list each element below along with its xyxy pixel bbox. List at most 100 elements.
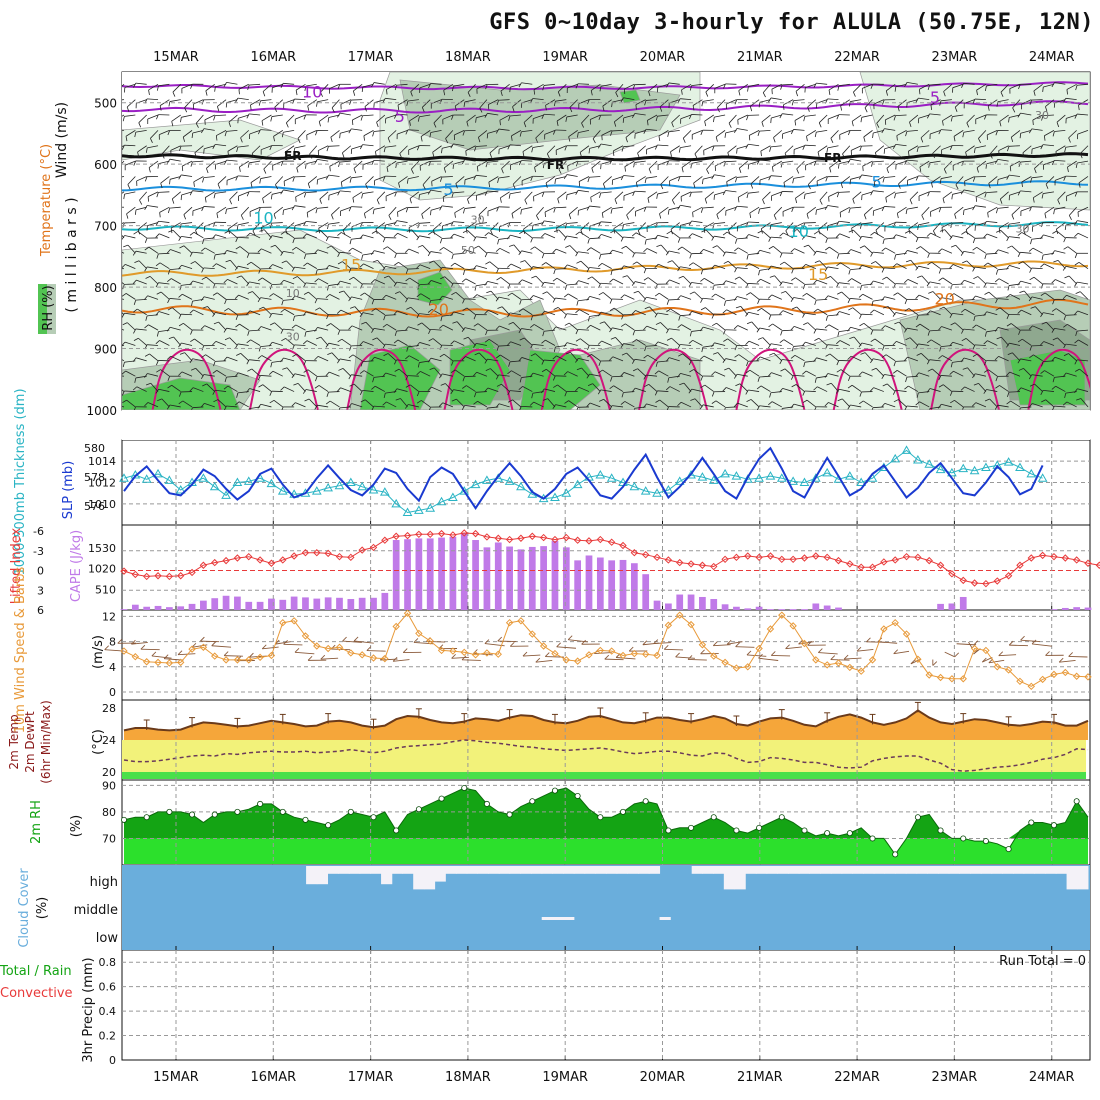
wind-barb <box>385 294 397 300</box>
wind-barb <box>884 374 896 377</box>
wind-barb-flag <box>247 162 250 168</box>
wind-barb <box>703 222 714 229</box>
wind-barb <box>297 383 306 392</box>
isotherm-25-contour <box>540 348 611 410</box>
wind-barb <box>759 405 771 408</box>
wind-speed-point <box>347 649 355 657</box>
wind-barb <box>453 83 465 87</box>
wind-barb-flag <box>508 361 511 367</box>
wind-barb-flag <box>961 83 964 88</box>
wind-barb-flag <box>700 307 706 311</box>
wind-barb-flag <box>892 370 898 374</box>
wind-barb <box>746 654 767 657</box>
wind-barb-flag <box>316 101 318 107</box>
wind-barb <box>759 129 771 132</box>
wind-barb <box>600 311 612 316</box>
wind-barb-flag <box>828 89 831 95</box>
wind-barb-flag <box>586 373 590 379</box>
cape-bar <box>426 538 434 610</box>
wind-barb-flag <box>643 248 648 253</box>
wind-barb-flag <box>632 339 637 343</box>
wind-barb-flag <box>938 277 944 282</box>
wind-barb-flag <box>666 299 670 305</box>
cape-bar <box>937 603 944 610</box>
wind-barb <box>646 145 658 150</box>
rh2m-point <box>506 811 513 818</box>
wind-barb-flag <box>950 116 953 122</box>
rh-contour-label: 30 <box>471 213 485 226</box>
wind-barb <box>544 310 556 316</box>
wind-barb <box>738 247 748 254</box>
cape-bar <box>823 605 831 610</box>
wind-barb <box>169 99 181 102</box>
wind-barb <box>952 222 964 224</box>
wind-barb <box>475 174 487 177</box>
wind-barb-flag <box>705 91 709 97</box>
wind-barb <box>601 233 612 239</box>
wind-barb <box>261 222 272 228</box>
wind-barb-flag <box>757 307 762 312</box>
wind-barb-flag <box>553 346 556 352</box>
wind-barb-flag <box>375 151 377 157</box>
wind-speed-point <box>222 656 230 664</box>
wind-barb <box>688 659 707 661</box>
wind-barb <box>975 402 987 408</box>
wind-barb-flag <box>849 336 855 340</box>
wind-barb-flag <box>592 138 596 144</box>
wind-barb-flag <box>450 233 455 239</box>
wind-barb <box>374 176 385 181</box>
wind-barb-flag <box>873 181 876 187</box>
wind-barb-flag <box>689 253 692 259</box>
wind-barb-flag <box>438 295 443 301</box>
wind-barb <box>570 352 578 362</box>
wind-barb-flag <box>304 331 307 337</box>
wind-barb <box>875 261 885 269</box>
wind-barb <box>353 83 363 92</box>
wind-barb-flag <box>488 182 491 188</box>
wind-barb-flag <box>870 329 874 335</box>
wind-barb-flag <box>295 196 297 202</box>
wind-barb <box>852 307 862 316</box>
wind-barb <box>522 308 533 316</box>
cape-bar <box>177 606 185 610</box>
wind-barb-flag <box>722 251 726 257</box>
wind-barb-flag <box>1017 252 1021 257</box>
wind-barb-flag <box>402 648 408 653</box>
wind-barb <box>648 83 658 92</box>
precip-total-legend: Total / Rain <box>0 964 72 979</box>
wind-barb-flag <box>983 389 987 394</box>
wind-barb <box>762 84 771 93</box>
wind-barb-flag <box>151 651 157 657</box>
wind-barb <box>1077 113 1089 116</box>
wind-barb-flag <box>882 345 885 351</box>
wind-barb-flag <box>723 300 726 306</box>
wind-barb-flag <box>610 208 613 214</box>
cloud-level-label: low <box>96 931 119 946</box>
wind-barb-flag <box>1064 393 1067 399</box>
wind-barb-flag <box>859 322 865 327</box>
rh-legend-swatch <box>47 284 56 334</box>
wind-barb <box>283 643 303 646</box>
wind-barb <box>804 144 816 147</box>
wind-barb-flag <box>282 210 284 216</box>
thickness-point <box>448 492 458 501</box>
wind-barb-flag <box>818 648 823 653</box>
wind-barb-flag <box>575 231 580 236</box>
wind-barb <box>340 129 351 134</box>
wind-barb-flag <box>440 316 443 322</box>
wind-barb <box>702 99 714 102</box>
wind-barb <box>974 266 986 270</box>
wind-barb-flag <box>1040 370 1045 374</box>
pressure-tick-label: 800 <box>94 281 117 295</box>
wind-barb-flag <box>314 405 318 410</box>
wind-barb-flag <box>813 308 818 313</box>
wind-barb <box>864 206 873 215</box>
wind-barb-flag <box>734 354 739 358</box>
wind-barb-flag <box>1074 359 1078 365</box>
wind-barb-flag <box>295 90 298 96</box>
wind-barb <box>748 311 760 316</box>
wind-tick-label: 8 <box>109 636 116 649</box>
wind-barb <box>305 282 317 285</box>
wind-barb-flag <box>906 102 908 108</box>
wind-barb-flag <box>599 398 604 402</box>
